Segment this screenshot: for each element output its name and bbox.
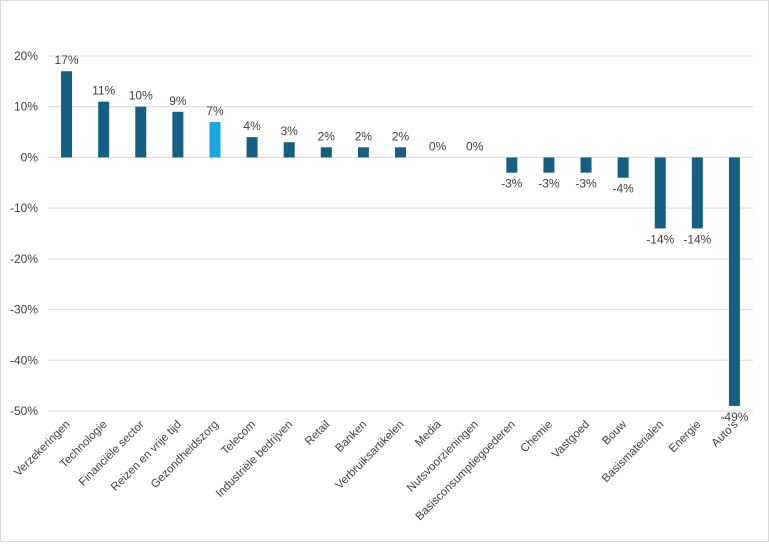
y-tick-label: 0% [21,150,39,164]
bars [61,71,740,406]
data-label: 2% [355,129,373,143]
data-label: -3% [538,177,560,191]
bar [320,147,332,158]
data-label: -49% [720,410,748,424]
y-tick-label: -30% [10,303,38,317]
data-label: -3% [575,177,597,191]
data-label: 0% [429,139,447,153]
bar [246,137,258,158]
data-label: 2% [318,129,336,143]
category-label: Media [413,418,444,449]
data-label: 3% [281,124,299,138]
data-labels: 17% 11% 10% 9% 7% 4% 3% 2% 2% 2% 0% 0% -3% -3% -3% -4% -… [55,53,749,424]
category-label: Gezondheidszorg [149,419,221,491]
bar [98,101,110,158]
bar [135,106,147,158]
bar [728,157,740,406]
category-label: Nutsvoorzieningen [405,419,481,495]
y-tick-label: 20% [14,49,38,63]
data-label: 2% [392,129,410,143]
category-label: Verzekeringen [12,419,72,479]
data-label: -14% [683,232,711,246]
data-label: -3% [501,177,523,191]
bar [543,157,555,173]
bar [209,121,221,158]
category-label: Chemie [519,419,556,456]
y-tick-label: -40% [10,353,38,367]
bar [654,157,666,229]
category-label: Reizen en vrije tijd [109,419,184,494]
y-tick-label: -50% [10,404,38,418]
data-label: 4% [243,119,261,133]
data-label: 7% [206,104,224,118]
category-label: Vastgoed [550,419,592,461]
data-label: 0% [466,139,484,153]
y-tick-label: -10% [10,201,38,215]
data-label: 11% [92,84,115,98]
bar [357,147,369,158]
category-label: Industriële bedrijven [214,419,295,500]
bar [395,147,406,158]
bar [172,111,184,158]
category-label: Energie [667,419,704,456]
y-tick-label: 10% [14,100,38,114]
data-label: 9% [169,94,187,108]
bar [506,157,518,173]
category-label: Bouw [600,418,629,447]
category-label: Banken [333,419,369,455]
bar [61,71,73,158]
y-axis-tick-labels: 20% 10% 0% -10% -20% -30% -40% -50% [10,49,38,418]
category-label: Verbruiksartikelen [334,419,407,492]
data-label: 17% [55,53,79,67]
bar [691,157,703,229]
bar [617,157,629,178]
data-label: 10% [129,89,153,103]
data-label: -4% [612,182,634,196]
category-label: Telecom [219,419,258,458]
data-label: -14% [646,232,674,246]
category-label: Financiële sector [77,419,147,489]
bar [283,142,295,158]
category-label: Retail [303,419,332,448]
y-tick-label: -20% [10,252,38,266]
bar [580,157,592,173]
